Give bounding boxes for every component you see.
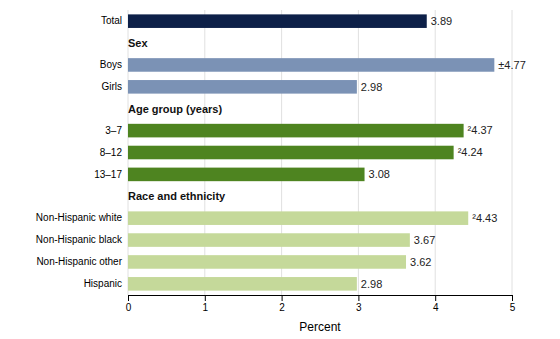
tick-mark xyxy=(435,295,436,301)
group-header: Race and ethnicity xyxy=(128,190,226,202)
data-label: 3.62 xyxy=(410,256,431,268)
bar xyxy=(128,211,468,225)
tick-label: 1 xyxy=(203,302,209,313)
data-label: ²4.43 xyxy=(472,212,497,224)
tick: 3–7 xyxy=(105,125,122,136)
grid-line xyxy=(512,10,513,295)
data-label: 3.89 xyxy=(431,15,452,27)
x-axis: 0 1 2 3 4 5 xyxy=(126,295,516,313)
tick-mark xyxy=(128,295,129,301)
tick: Total xyxy=(101,15,122,26)
tick-label: Non-Hispanic black xyxy=(36,234,123,245)
x-axis-title: Percent xyxy=(299,320,341,334)
bar xyxy=(128,14,427,28)
group-headers: Sex Age group (years) Race and ethnicity xyxy=(128,37,226,202)
tick-label: 13–17 xyxy=(94,169,122,180)
data-label: ²4.37 xyxy=(468,124,493,136)
tick-mark xyxy=(282,295,283,301)
grid xyxy=(128,10,512,295)
tick-label: 5 xyxy=(510,302,516,313)
tick-label: Non-Hispanic white xyxy=(36,212,123,223)
tick: 5 xyxy=(510,295,516,313)
tick-label: 3 xyxy=(356,302,362,313)
tick-mark xyxy=(512,295,513,301)
tick: 4 xyxy=(433,295,439,313)
bar xyxy=(128,233,410,247)
tick: Non-Hispanic white xyxy=(36,212,123,223)
chart: 0 1 2 3 4 5 Total Boys Girls 3–7 8–12 13–17 Non-Hisp… xyxy=(0,0,560,339)
bar xyxy=(128,168,365,182)
tick-label: Non-Hispanic other xyxy=(36,256,122,267)
data-label: 3.08 xyxy=(369,168,390,180)
tick-label: 0 xyxy=(126,302,132,313)
bar xyxy=(128,58,494,72)
tick-label: 2 xyxy=(279,302,285,313)
tick-label: Hispanic xyxy=(84,278,122,289)
tick: 3 xyxy=(356,295,362,313)
bar xyxy=(128,124,464,138)
bars xyxy=(128,14,494,290)
y-axis: Total Boys Girls 3–7 8–12 13–17 Non-Hispanic w… xyxy=(36,15,123,289)
bar xyxy=(128,146,454,160)
group-header: Sex xyxy=(128,37,148,49)
tick: Non-Hispanic black xyxy=(36,234,123,245)
tick: 0 xyxy=(126,295,132,313)
data-label: ²4.24 xyxy=(458,146,483,158)
data-labels: 3.89 ±4.77 2.98 ²4.37 ²4.24 3.08 ²4.43 3.67 3.62… xyxy=(361,15,526,290)
tick-mark xyxy=(358,295,359,301)
tick-label: 4 xyxy=(433,302,439,313)
data-label: ±4.77 xyxy=(498,59,525,71)
data-label: 2.98 xyxy=(361,278,382,290)
group-header: Age group (years) xyxy=(128,103,222,115)
tick: Non-Hispanic other xyxy=(36,256,122,267)
tick: 2 xyxy=(279,295,285,313)
tick-mark xyxy=(205,295,206,301)
axis-line xyxy=(129,296,513,302)
tick: 1 xyxy=(203,295,209,313)
bar xyxy=(128,277,357,291)
bar xyxy=(128,255,406,269)
tick: Boys xyxy=(100,59,122,70)
tick: Hispanic xyxy=(84,278,122,289)
tick-label: 8–12 xyxy=(100,147,123,158)
tick: 13–17 xyxy=(94,169,122,180)
tick: Girls xyxy=(101,81,122,92)
tick: 8–12 xyxy=(100,147,123,158)
tick-label: Girls xyxy=(101,81,122,92)
plot: 0 1 2 3 4 5 Total Boys Girls 3–7 8–12 13–17 Non-Hisp… xyxy=(36,10,526,313)
tick-label: Total xyxy=(101,15,122,26)
tick-label: 3–7 xyxy=(105,125,122,136)
bar xyxy=(128,80,357,94)
tick-label: Boys xyxy=(100,59,122,70)
data-label: 2.98 xyxy=(361,81,382,93)
data-label: 3.67 xyxy=(414,234,435,246)
